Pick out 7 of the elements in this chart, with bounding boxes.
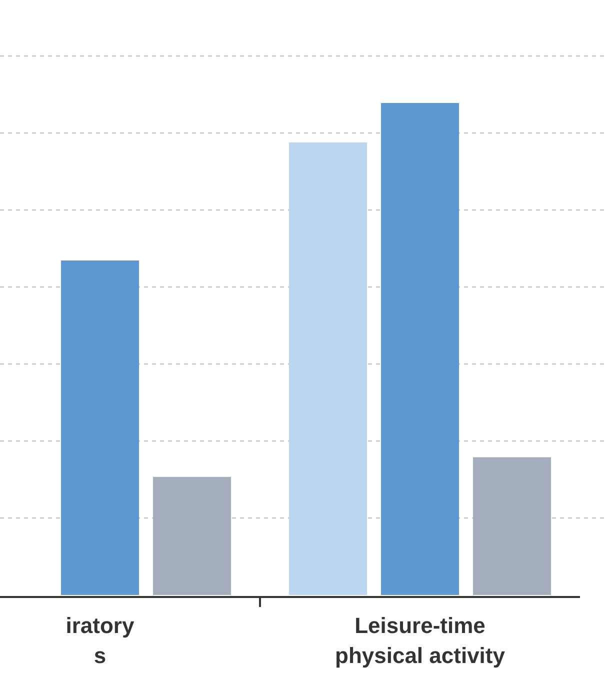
bar xyxy=(381,103,459,595)
x-tick-label: iratory s xyxy=(66,613,135,668)
bar xyxy=(61,260,139,595)
bar xyxy=(289,142,367,595)
bar xyxy=(473,457,551,595)
bar xyxy=(153,476,231,595)
x-tick-label: Leisure-time physical activity xyxy=(335,613,506,668)
